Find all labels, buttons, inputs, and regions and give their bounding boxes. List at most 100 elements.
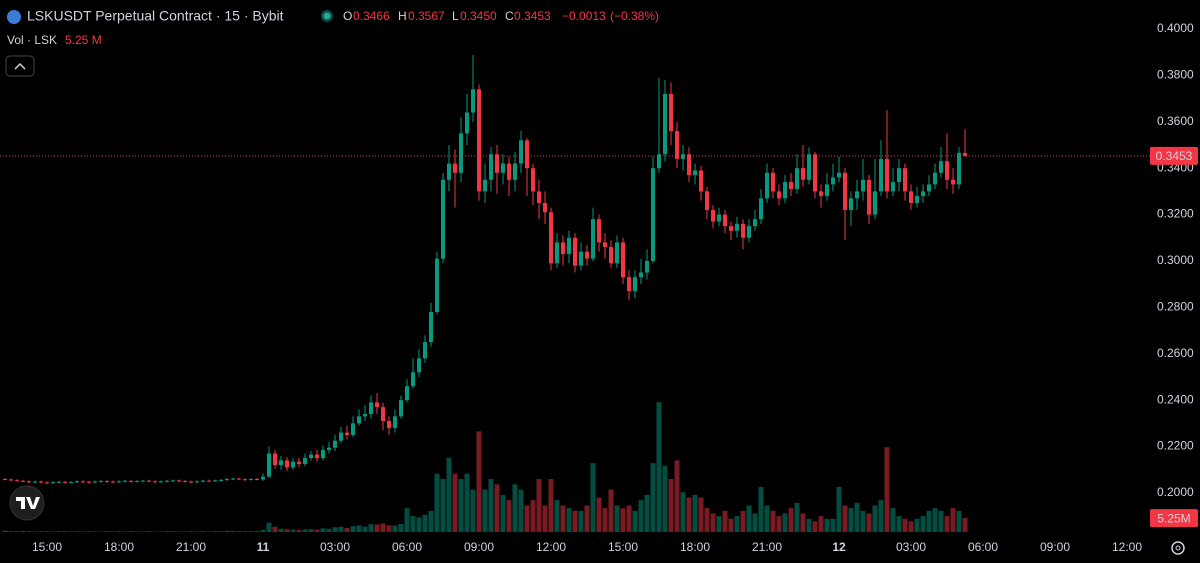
candle-body — [783, 182, 787, 199]
volume-bar — [686, 497, 692, 532]
candle-body — [927, 184, 931, 192]
candle-body — [879, 158, 883, 192]
candle-body — [591, 219, 595, 259]
tv-logo — [9, 485, 45, 521]
candle-body — [135, 481, 139, 483]
candle-body — [501, 163, 505, 173]
volume-bar — [8, 531, 14, 532]
volume-bar — [644, 494, 650, 532]
candle-body — [531, 168, 535, 192]
volume-bar — [674, 460, 680, 532]
candle-body — [651, 168, 655, 261]
volume-bar — [242, 531, 248, 532]
volume-bar — [524, 505, 530, 532]
volume-bar — [80, 531, 86, 532]
volume-bar — [746, 505, 752, 532]
volume-bar — [494, 484, 500, 532]
candle-body — [513, 163, 517, 180]
volume-bar — [512, 484, 518, 532]
candle-body — [309, 454, 313, 459]
volume-bar — [44, 531, 50, 532]
candles — [3, 54, 967, 484]
volume-bar — [164, 531, 170, 532]
candle-body — [153, 481, 157, 483]
candle-body — [561, 242, 565, 255]
x-tick-label: 12 — [832, 540, 846, 554]
legend-l: L — [452, 9, 459, 23]
chart-title: LSKUSDT Perpetual Contract · 15 · Bybit — [27, 8, 284, 24]
candle-body — [129, 480, 133, 482]
volume-bar — [464, 473, 470, 532]
x-tick-label: 18:00 — [104, 540, 134, 554]
y-tick-label: 0.3000 — [1157, 253, 1194, 267]
volume-bar — [788, 508, 794, 532]
candle-body — [939, 161, 943, 173]
volume-bar — [740, 510, 746, 532]
candle-body — [441, 179, 445, 259]
y-tick-label: 0.3800 — [1157, 68, 1194, 82]
candle-body — [597, 219, 601, 243]
volume-bar — [848, 508, 854, 532]
candle-body — [87, 481, 91, 483]
candle-body — [33, 481, 37, 483]
candle-body — [837, 172, 841, 178]
candle-body — [255, 479, 259, 481]
legend-open: 0.3466 — [353, 9, 390, 23]
candle-body — [105, 481, 109, 483]
candle-body — [849, 198, 853, 210]
y-tick-label: 0.2400 — [1157, 392, 1194, 406]
candle-body — [249, 479, 253, 481]
volume-bar — [872, 505, 878, 532]
x-tick-label: 18:00 — [680, 540, 710, 554]
candle-body — [195, 481, 199, 483]
candle-body — [741, 223, 745, 238]
volume-bar — [110, 531, 116, 532]
legend-h: H — [398, 9, 407, 23]
volume-bar — [350, 526, 356, 532]
candle-body — [93, 481, 97, 483]
candle-body — [903, 168, 907, 192]
candle-body — [615, 242, 619, 264]
candle-body — [729, 226, 733, 231]
volume-bar — [770, 510, 776, 532]
settings-icon[interactable] — [1171, 541, 1185, 555]
candle-body — [621, 242, 625, 278]
candle-body — [555, 242, 559, 264]
candle-body — [489, 154, 493, 180]
candle-body — [141, 480, 145, 482]
candle-body — [429, 311, 433, 343]
volume-bar — [584, 505, 590, 532]
candle-body — [921, 191, 925, 197]
candle-body — [573, 237, 577, 266]
candle-body — [717, 214, 721, 222]
volume-bar — [296, 529, 302, 532]
gear[interactable] — [1171, 541, 1185, 555]
candle-body — [279, 460, 283, 466]
header: LSKUSDT Perpetual Contract · 15 · Bybit … — [5, 8, 659, 77]
volume-bar — [488, 479, 494, 532]
volume-bar — [326, 528, 332, 532]
collapse-button[interactable] — [5, 55, 35, 77]
candle-body — [957, 152, 961, 185]
x-tick-label: 09:00 — [464, 540, 494, 554]
volume-bar — [32, 531, 38, 532]
legend-high: 0.3567 — [408, 9, 445, 23]
candle-body — [915, 196, 919, 203]
candle-body — [339, 432, 343, 441]
candle-body — [951, 179, 955, 185]
candle-body — [75, 481, 79, 483]
volume-bar — [14, 531, 20, 532]
candle-body — [363, 414, 367, 417]
volume-bar — [38, 531, 44, 532]
candle-body — [375, 402, 379, 408]
candle-body — [525, 140, 529, 169]
volume-bar — [476, 431, 482, 532]
candle-body — [45, 482, 49, 484]
candle-body — [387, 421, 391, 428]
volume-bar — [668, 479, 674, 532]
volume-bar — [602, 508, 608, 532]
volume-bar — [362, 526, 368, 532]
volume-bar — [530, 500, 536, 532]
candle-body — [381, 407, 385, 422]
candle-body — [885, 158, 889, 192]
